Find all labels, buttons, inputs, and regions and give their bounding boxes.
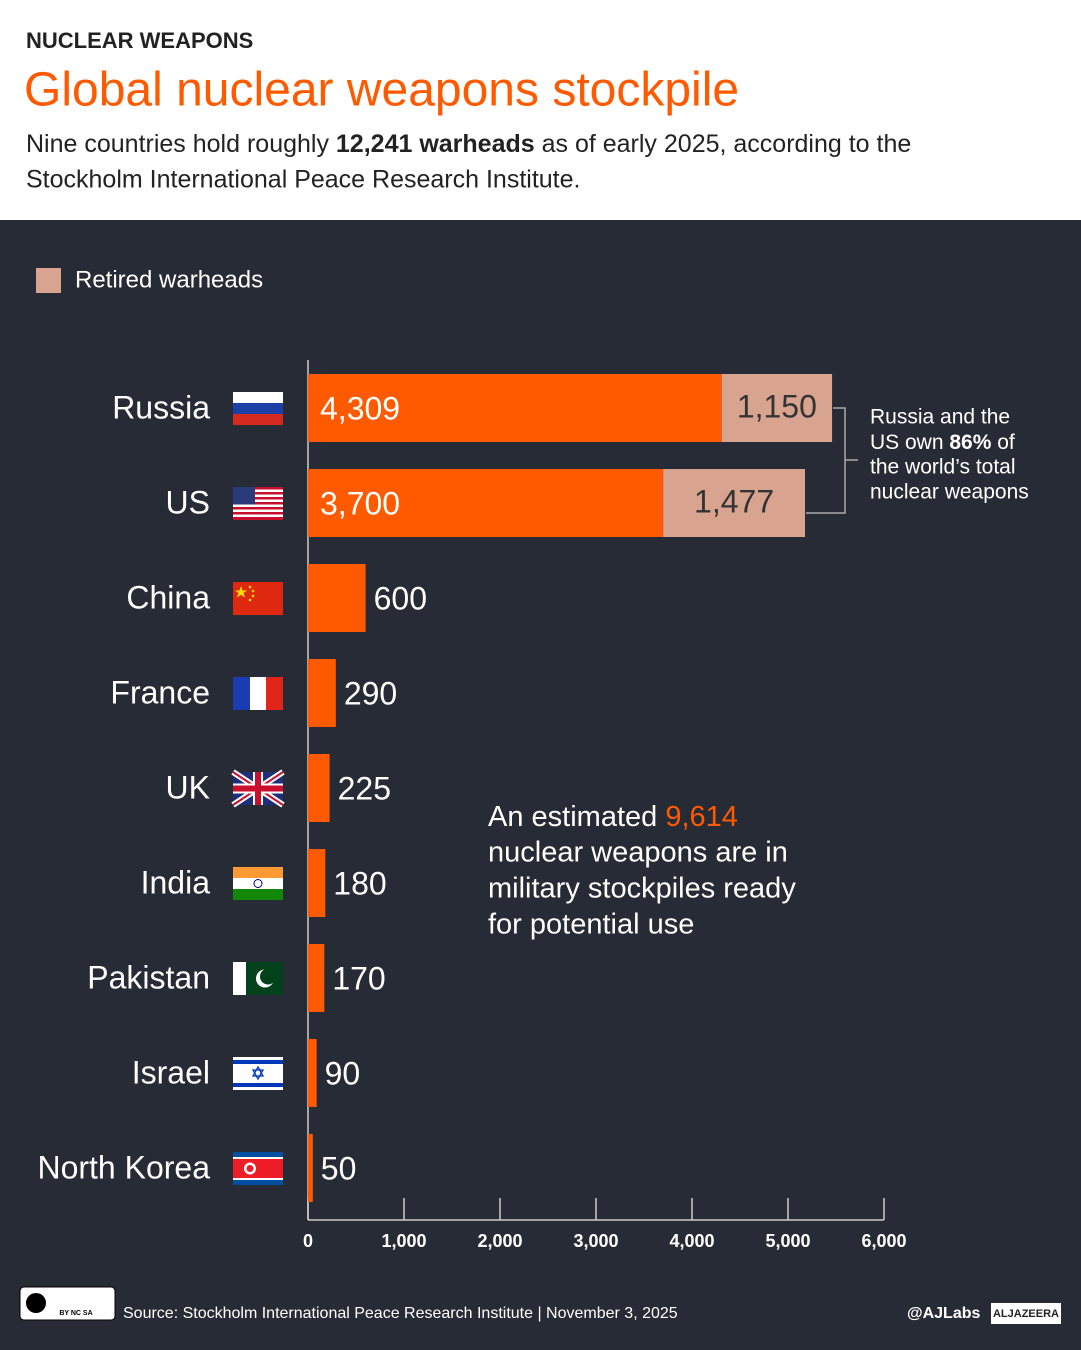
note-line: military stockpiles ready	[488, 873, 796, 905]
value-label: 170	[332, 960, 385, 996]
category-label: Russia	[112, 389, 210, 425]
stockpile-note: An estimated 9,614 nuclear weapons are i…	[488, 801, 796, 941]
x-tick-label: 6,000	[861, 1231, 906, 1251]
bar	[308, 849, 326, 917]
note-line: Russia and the	[870, 406, 1010, 429]
bar	[308, 944, 325, 1012]
x-tick-label: 1,000	[381, 1231, 426, 1251]
note-text: of	[991, 431, 1015, 454]
bar	[308, 1039, 317, 1107]
value-label: 90	[325, 1055, 361, 1091]
note-bold: 86%	[949, 431, 991, 454]
value-label: 3,700	[320, 485, 400, 521]
value-label: 290	[344, 675, 397, 711]
chart-title: Global nuclear weapons stockpile	[24, 64, 739, 117]
bar	[721, 374, 833, 442]
note-line: the world’s total	[870, 456, 1016, 479]
x-tick-label: 0	[303, 1231, 313, 1251]
note-text: US own	[870, 431, 949, 454]
value-label: 50	[321, 1150, 357, 1186]
bar	[308, 754, 330, 822]
value-label: 1,477	[694, 483, 774, 519]
bar	[308, 564, 366, 632]
bar	[308, 659, 336, 727]
bracket-note: Russia and the US own 86% of the world’s…	[870, 406, 1029, 504]
category-label: North Korea	[37, 1149, 210, 1185]
note-line: nuclear weapons	[870, 481, 1029, 504]
value-label: 180	[333, 865, 386, 901]
kicker: NUCLEAR WEAPONS	[26, 28, 253, 53]
value-label: 4,309	[320, 390, 400, 426]
category-label: Israel	[132, 1054, 210, 1090]
license-badge	[19, 1286, 116, 1321]
subtitle-bold: 12,241 warheads	[336, 130, 535, 158]
cc-icon	[26, 1293, 46, 1313]
category-label: China	[126, 579, 210, 615]
header-bg	[0, 0, 1081, 220]
value-label: 1,150	[737, 388, 817, 424]
category-label: India	[141, 864, 211, 900]
x-tick-label: 4,000	[669, 1231, 714, 1251]
x-tick-label: 3,000	[573, 1231, 618, 1251]
note-line: US own 86% of	[870, 431, 1015, 454]
note-line: for potential use	[488, 909, 694, 941]
legend-label: Retired warheads	[75, 266, 263, 293]
subtitle-text: Nine countries hold roughly	[26, 130, 336, 158]
category-label: France	[110, 674, 210, 710]
legend-swatch	[36, 268, 61, 293]
bar	[663, 469, 805, 537]
category-label: UK	[166, 769, 210, 805]
bar	[308, 469, 664, 537]
subtitle-text: as of early 2025, according to the	[535, 130, 912, 158]
category-label: Pakistan	[87, 959, 210, 995]
flags	[231, 392, 285, 1185]
note-line: nuclear weapons are in	[488, 837, 788, 869]
note-line: An estimated 9,614	[488, 801, 738, 833]
credit: @AJLabs	[907, 1305, 981, 1322]
brand: ALJAZEERA	[993, 1308, 1059, 1320]
category-label: US	[166, 484, 210, 520]
subtitle: Stockholm International Peace Research I…	[26, 166, 580, 194]
x-tick-label: 5,000	[765, 1231, 810, 1251]
note-text: An estimated	[488, 801, 665, 833]
brand-box	[991, 1303, 1061, 1324]
value-label: 225	[338, 770, 391, 806]
bracket	[806, 407, 858, 514]
subtitle: Nine countries hold roughly 12,241 warhe…	[26, 130, 911, 158]
source: Source: Stockholm International Peace Re…	[123, 1305, 678, 1322]
license: BY NC SA	[59, 1310, 92, 1317]
value-label: 600	[374, 580, 427, 616]
note-highlight: 9,614	[665, 801, 738, 833]
bar	[308, 374, 722, 442]
bar	[308, 1134, 313, 1202]
x-tick-label: 2,000	[477, 1231, 522, 1251]
